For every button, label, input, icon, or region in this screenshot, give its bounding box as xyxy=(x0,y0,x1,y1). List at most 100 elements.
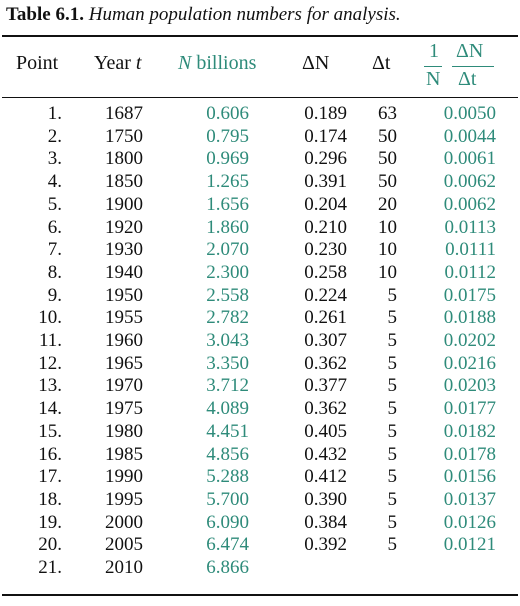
cell-population: 4.451 xyxy=(206,420,249,442)
cell-population: 0.969 xyxy=(206,148,249,170)
cell-year: 1800 xyxy=(105,148,143,170)
cell-point: 20. xyxy=(38,534,62,556)
cell-delta-t: 20 xyxy=(378,193,397,215)
table-row: 9. 1950 2.558 0.224 5 0.0175 xyxy=(0,285,496,308)
table-row: 14. 1975 4.089 0.362 5 0.0177 xyxy=(0,398,496,421)
cell-delta-t xyxy=(347,557,397,580)
cell-year: 1975 xyxy=(105,398,143,420)
table-row: 2. 1750 0.795 0.174 50 0.0044 xyxy=(0,126,496,149)
population-table: 1. 1687 0.606 0.189 63 0.0050 2. 1750 0.795 0.174… xyxy=(0,103,496,580)
header-n-var: N xyxy=(178,52,192,74)
cell-growth-rate: 0.0182 xyxy=(443,420,496,442)
cell-delta-n: 0.391 xyxy=(304,171,347,193)
cell-growth-rate: 0.0156 xyxy=(443,466,496,488)
top-rule xyxy=(2,35,518,37)
cell-year: 1990 xyxy=(105,466,143,488)
cell-point: 14. xyxy=(38,398,62,420)
cell-delta-n: 0.204 xyxy=(304,193,347,215)
header-delta-n: ΔN xyxy=(302,52,330,74)
cell-year: 2000 xyxy=(105,511,143,533)
cell-year: 2010 xyxy=(105,557,143,579)
cell-population: 2.782 xyxy=(206,307,249,329)
rate-numerator-right: ΔN xyxy=(456,40,484,62)
caption-text: Human population numbers for analysis. xyxy=(88,4,401,25)
cell-delta-n: 0.377 xyxy=(304,375,347,397)
table-row: 10. 1955 2.782 0.261 5 0.0188 xyxy=(0,307,496,330)
cell-year: 1980 xyxy=(105,420,143,442)
cell-delta-t: 50 xyxy=(378,148,397,170)
cell-point: 17. xyxy=(38,466,62,488)
table-row: 15. 1980 4.451 0.405 5 0.0182 xyxy=(0,421,496,444)
cell-point: 12. xyxy=(38,352,62,374)
cell-population: 1.656 xyxy=(206,193,249,215)
cell-year: 1985 xyxy=(105,443,143,465)
cell-delta-t: 10 xyxy=(378,239,397,261)
header-delta-t: Δt xyxy=(372,52,391,74)
cell-growth-rate: 0.0050 xyxy=(443,103,496,124)
cell-delta-n: 0.230 xyxy=(304,239,347,261)
cell-year: 1750 xyxy=(105,125,143,147)
cell-year: 1920 xyxy=(105,216,143,238)
cell-delta-t: 50 xyxy=(378,171,397,193)
cell-population: 6.474 xyxy=(206,534,249,556)
table-row: 8. 1940 2.300 0.258 10 0.0112 xyxy=(0,262,496,285)
cell-population: 6.090 xyxy=(206,511,249,533)
cell-population: 0.795 xyxy=(206,125,249,147)
table-row: 6. 1920 1.860 0.210 10 0.0113 xyxy=(0,217,496,240)
cell-delta-t: 5 xyxy=(387,420,398,442)
cell-point: 5. xyxy=(47,193,62,215)
cell-delta-n: 0.296 xyxy=(304,148,347,170)
table-row: 11. 1960 3.043 0.307 5 0.0202 xyxy=(0,330,496,353)
cell-growth-rate: 0.0178 xyxy=(443,443,496,465)
cell-population: 5.700 xyxy=(206,488,249,510)
table-row: 12. 1965 3.350 0.362 5 0.0216 xyxy=(0,353,496,376)
cell-year: 1687 xyxy=(105,103,143,124)
cell-growth-rate: 0.0121 xyxy=(443,534,496,556)
cell-delta-t: 5 xyxy=(387,375,398,397)
cell-delta-n: 0.390 xyxy=(304,488,347,510)
cell-year: 1970 xyxy=(105,375,143,397)
cell-delta-t: 5 xyxy=(387,511,398,533)
cell-point: 21. xyxy=(38,557,62,579)
cell-point: 18. xyxy=(38,488,62,510)
rate-fraction-bar-left xyxy=(424,66,442,67)
table-row: 5. 1900 1.656 0.204 20 0.0062 xyxy=(0,194,496,217)
cell-point: 1. xyxy=(47,103,62,124)
cell-growth-rate: 0.0062 xyxy=(443,171,496,193)
cell-growth-rate: 0.0137 xyxy=(443,488,496,510)
cell-population: 0.606 xyxy=(206,103,249,124)
cell-year: 1955 xyxy=(105,307,143,329)
cell-population: 6.866 xyxy=(206,557,249,579)
cell-growth-rate: 0.0061 xyxy=(443,148,496,170)
cell-delta-n: 0.307 xyxy=(304,330,347,352)
rate-denominator-right: Δt xyxy=(458,68,477,90)
cell-delta-n: 0.174 xyxy=(304,125,347,147)
cell-year: 1950 xyxy=(105,284,143,306)
cell-delta-t: 5 xyxy=(387,284,398,306)
cell-delta-n: 0.362 xyxy=(304,398,347,420)
header-year: Year t xyxy=(94,52,141,75)
cell-point: 10. xyxy=(38,307,62,329)
bottom-rule xyxy=(2,594,518,596)
cell-year: 2005 xyxy=(105,534,143,556)
cell-growth-rate: 0.0112 xyxy=(444,261,496,283)
cell-point: 4. xyxy=(47,171,62,193)
cell-year: 1965 xyxy=(105,352,143,374)
cell-delta-n: 0.432 xyxy=(304,443,347,465)
cell-population: 2.558 xyxy=(206,284,249,306)
cell-population: 3.043 xyxy=(206,330,249,352)
cell-population: 1.265 xyxy=(206,171,249,193)
cell-year: 1850 xyxy=(105,171,143,193)
cell-year: 1930 xyxy=(105,239,143,261)
table-row: 7. 1930 2.070 0.230 10 0.0111 xyxy=(0,239,496,262)
cell-growth-rate: 0.0177 xyxy=(443,398,496,420)
cell-delta-t: 5 xyxy=(387,398,398,420)
table-row: 21. 2010 6.866 xyxy=(0,557,496,580)
cell-growth-rate: 0.0216 xyxy=(443,352,496,374)
table-row: 19. 2000 6.090 0.384 5 0.0126 xyxy=(0,512,496,535)
cell-population: 2.300 xyxy=(206,261,249,283)
cell-population: 1.860 xyxy=(206,216,249,238)
table-row: 20. 2005 6.474 0.392 5 0.0121 xyxy=(0,534,496,557)
table-row: 18. 1995 5.700 0.390 5 0.0137 xyxy=(0,489,496,512)
